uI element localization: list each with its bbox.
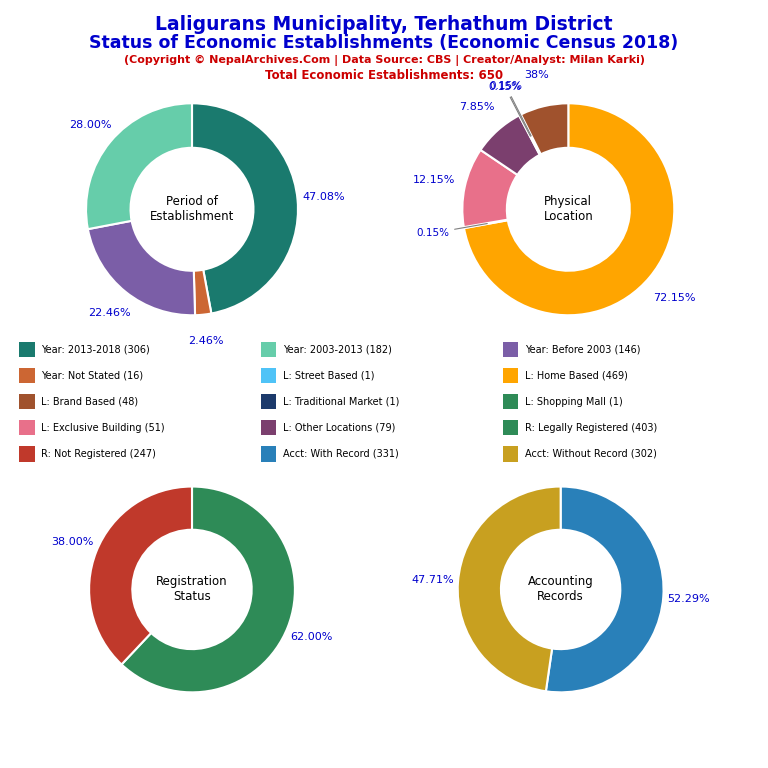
Wedge shape — [194, 270, 211, 315]
Wedge shape — [88, 220, 195, 315]
Text: L: Traditional Market (1): L: Traditional Market (1) — [283, 396, 399, 407]
Text: 38%: 38% — [525, 70, 549, 80]
Text: 2.46%: 2.46% — [188, 336, 223, 346]
Text: (Copyright © NepalArchives.Com | Data Source: CBS | Creator/Analyst: Milan Karki: (Copyright © NepalArchives.Com | Data So… — [124, 55, 644, 65]
Text: L: Exclusive Building (51): L: Exclusive Building (51) — [41, 422, 164, 433]
Text: R: Not Registered (247): R: Not Registered (247) — [41, 449, 156, 459]
Text: Year: Not Stated (16): Year: Not Stated (16) — [41, 370, 143, 381]
Text: 22.46%: 22.46% — [88, 307, 131, 318]
Wedge shape — [520, 114, 541, 154]
Text: Physical
Location: Physical Location — [544, 195, 593, 223]
Text: 52.29%: 52.29% — [667, 594, 710, 604]
Text: L: Home Based (469): L: Home Based (469) — [525, 370, 627, 381]
Text: Year: Before 2003 (146): Year: Before 2003 (146) — [525, 344, 640, 355]
Wedge shape — [546, 487, 664, 692]
Text: 47.08%: 47.08% — [303, 192, 346, 202]
Text: Acct: Without Record (302): Acct: Without Record (302) — [525, 449, 657, 459]
Text: L: Other Locations (79): L: Other Locations (79) — [283, 422, 395, 433]
Text: Acct: With Record (331): Acct: With Record (331) — [283, 449, 399, 459]
Text: 7.85%: 7.85% — [458, 101, 495, 111]
Wedge shape — [519, 115, 540, 155]
Text: 62.00%: 62.00% — [290, 632, 333, 642]
Wedge shape — [464, 220, 508, 228]
Text: Accounting
Records: Accounting Records — [528, 575, 594, 604]
Wedge shape — [521, 103, 568, 154]
Text: L: Brand Based (48): L: Brand Based (48) — [41, 396, 137, 407]
Wedge shape — [86, 103, 192, 229]
Wedge shape — [458, 487, 561, 691]
Wedge shape — [481, 115, 540, 175]
Text: 0.15%: 0.15% — [416, 223, 488, 238]
Text: Laligurans Municipality, Terhathum District: Laligurans Municipality, Terhathum Distr… — [155, 15, 613, 35]
Wedge shape — [192, 103, 298, 313]
Text: R: Legally Registered (403): R: Legally Registered (403) — [525, 422, 657, 433]
Text: Status of Economic Establishments (Economic Census 2018): Status of Economic Establishments (Econo… — [89, 34, 679, 51]
Text: Total Economic Establishments: 650: Total Economic Establishments: 650 — [265, 69, 503, 82]
Text: 12.15%: 12.15% — [412, 175, 455, 185]
Text: 0.15%: 0.15% — [489, 81, 531, 136]
Text: Year: 2013-2018 (306): Year: 2013-2018 (306) — [41, 344, 150, 355]
Wedge shape — [121, 487, 295, 692]
Text: Year: 2003-2013 (182): Year: 2003-2013 (182) — [283, 344, 392, 355]
Text: 0.15%: 0.15% — [488, 82, 531, 136]
Text: 28.00%: 28.00% — [68, 120, 111, 130]
Text: Registration
Status: Registration Status — [156, 575, 228, 604]
Wedge shape — [462, 150, 518, 227]
Wedge shape — [464, 103, 674, 315]
Text: 72.15%: 72.15% — [653, 293, 695, 303]
Wedge shape — [89, 487, 192, 664]
Text: L: Shopping Mall (1): L: Shopping Mall (1) — [525, 396, 622, 407]
Text: Period of
Establishment: Period of Establishment — [150, 195, 234, 223]
Text: L: Street Based (1): L: Street Based (1) — [283, 370, 374, 381]
Text: 47.71%: 47.71% — [411, 575, 454, 585]
Text: 38.00%: 38.00% — [51, 537, 94, 547]
